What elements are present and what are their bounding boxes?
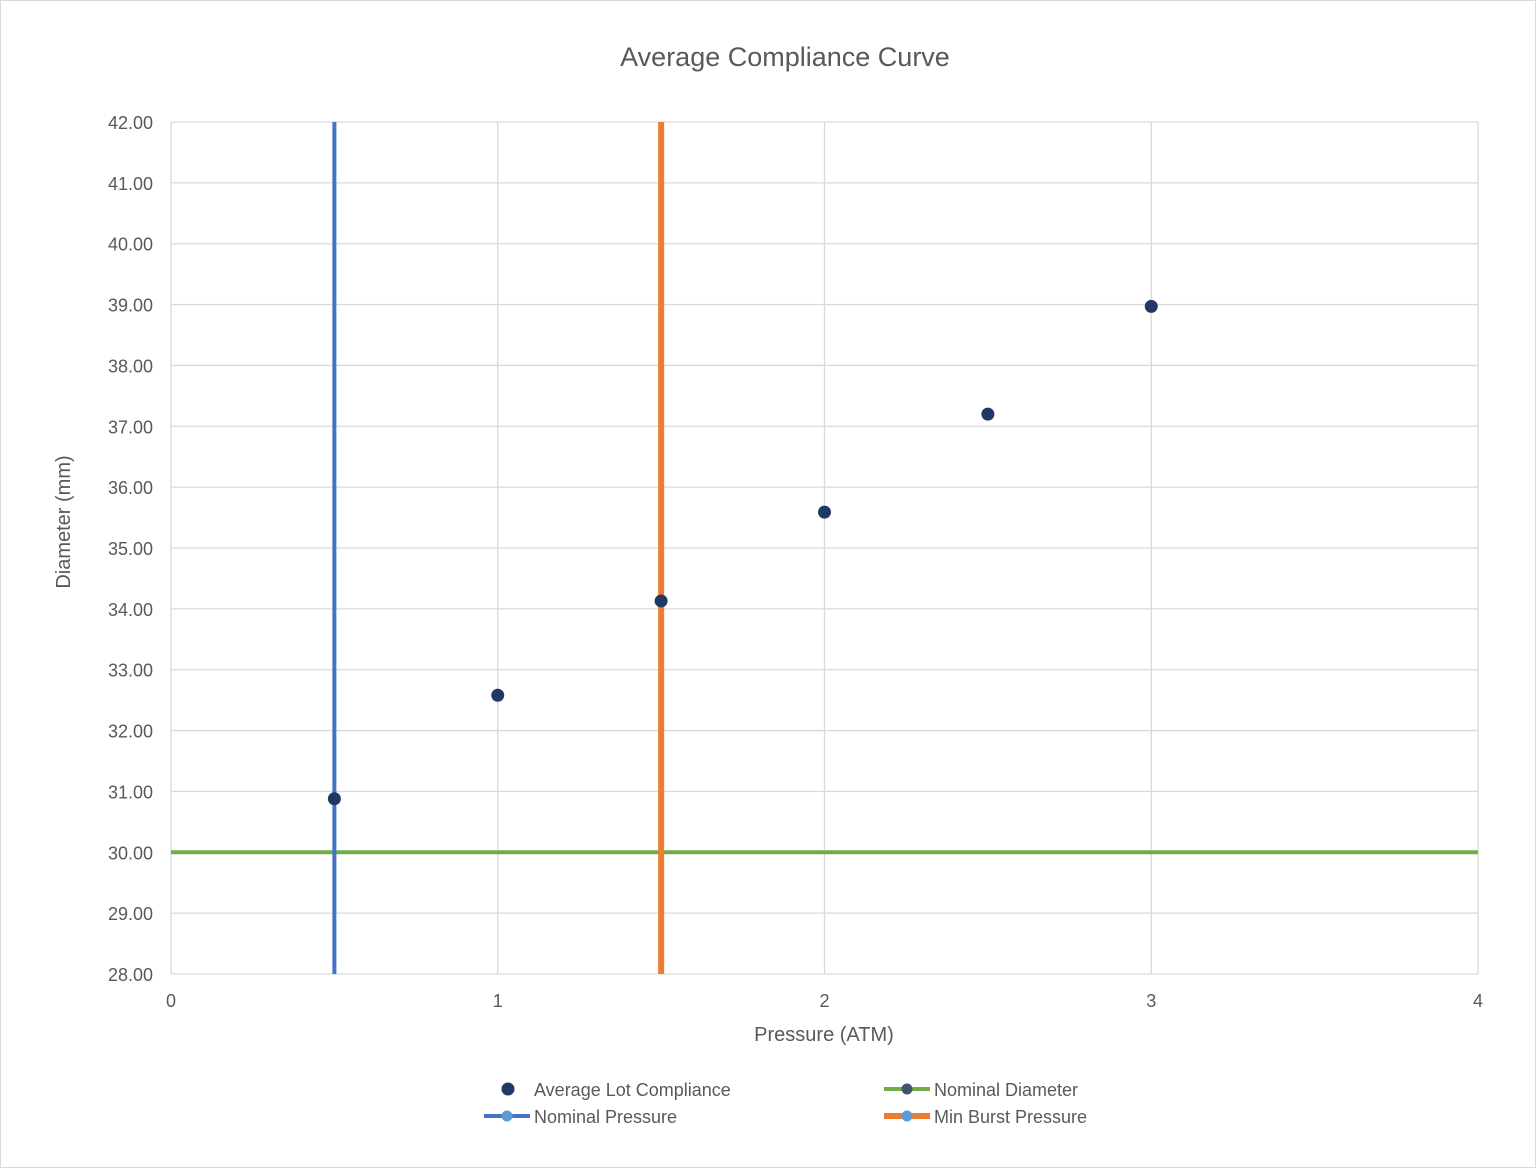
y-tick-label: 30.00	[108, 843, 153, 863]
legend-label: Nominal Diameter	[934, 1080, 1078, 1100]
legend-marker	[501, 1110, 513, 1122]
x-tick-label: 0	[166, 991, 176, 1011]
y-tick-label: 32.00	[108, 722, 153, 742]
y-tick-label: 40.00	[108, 235, 153, 255]
data-point	[327, 792, 341, 806]
y-tick-label: 29.00	[108, 904, 153, 924]
data-point	[1144, 299, 1158, 313]
x-tick-label: 2	[819, 991, 829, 1011]
data-point	[981, 407, 995, 421]
y-tick-label: 37.00	[108, 417, 153, 437]
x-tick-label: 4	[1473, 991, 1483, 1011]
data-point	[491, 688, 505, 702]
y-tick-label: 34.00	[108, 600, 153, 620]
x-axis-label: Pressure (ATM)	[754, 1024, 894, 1046]
y-tick-label: 42.00	[108, 113, 153, 133]
legend-label: Average Lot Compliance	[534, 1080, 731, 1100]
y-tick-label: 39.00	[108, 296, 153, 316]
y-tick-label: 28.00	[108, 965, 153, 985]
legend-marker	[901, 1110, 913, 1122]
y-tick-label: 33.00	[108, 661, 153, 681]
legend-item: Nominal Pressure	[484, 1107, 677, 1127]
x-tick-label: 3	[1146, 991, 1156, 1011]
legend-marker	[901, 1083, 913, 1095]
legend-item: Average Lot Compliance	[501, 1080, 731, 1100]
x-tick-label: 1	[493, 991, 503, 1011]
chart-title: Average Compliance Curve	[620, 42, 950, 72]
y-tick-label: 31.00	[108, 782, 153, 802]
grid	[170, 121, 1479, 975]
y-tick-label: 35.00	[108, 539, 153, 559]
y-tick-label: 36.00	[108, 478, 153, 498]
legend-item: Min Burst Pressure	[884, 1107, 1087, 1127]
axes: 28.00 29.00 30.00 31.00 32.00 33.00 34.00 35.00…	[108, 113, 1483, 1011]
legend-marker	[501, 1082, 515, 1096]
data-point	[654, 594, 668, 608]
series	[171, 122, 1478, 974]
y-axis-label: Diameter (mm)	[53, 455, 75, 588]
y-tick-label: 38.00	[108, 356, 153, 376]
legend: Average Lot Compliance Nominal Diameter No…	[484, 1080, 1087, 1127]
legend-item: Nominal Diameter	[884, 1080, 1078, 1100]
y-tick-label: 41.00	[108, 174, 153, 194]
data-point	[818, 505, 831, 519]
legend-label: Nominal Pressure	[534, 1107, 677, 1127]
legend-label: Min Burst Pressure	[934, 1107, 1087, 1127]
